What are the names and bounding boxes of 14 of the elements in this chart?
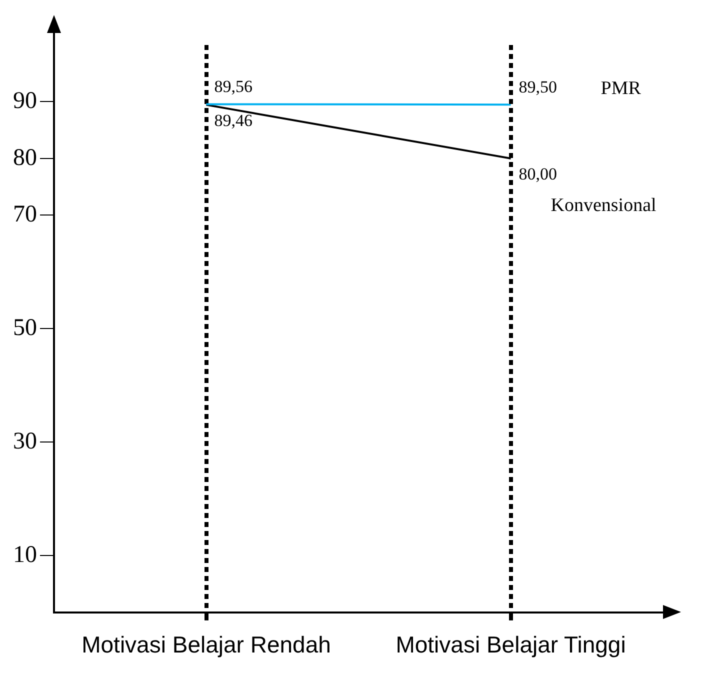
y-tick-label: 10	[13, 542, 37, 568]
y-tick-label: 90	[13, 88, 37, 114]
data-label: 89,46	[214, 110, 252, 130]
text: Konvensional	[550, 194, 656, 216]
data-label: 89,50	[518, 78, 557, 97]
y-tick-label: 30	[13, 428, 37, 454]
y-tick-label: 70	[13, 202, 37, 228]
x-tick-label: Motivasi Belajar Rendah	[82, 632, 331, 658]
text: PMR	[600, 78, 642, 100]
y-tick-label: 50	[13, 314, 37, 341]
y-tick-label: 80	[13, 144, 37, 171]
x-tick-label: Motivasi Belajar Tinggi	[396, 632, 626, 658]
data-label: 80,00	[518, 164, 557, 184]
data-label: 89,56	[214, 77, 252, 96]
